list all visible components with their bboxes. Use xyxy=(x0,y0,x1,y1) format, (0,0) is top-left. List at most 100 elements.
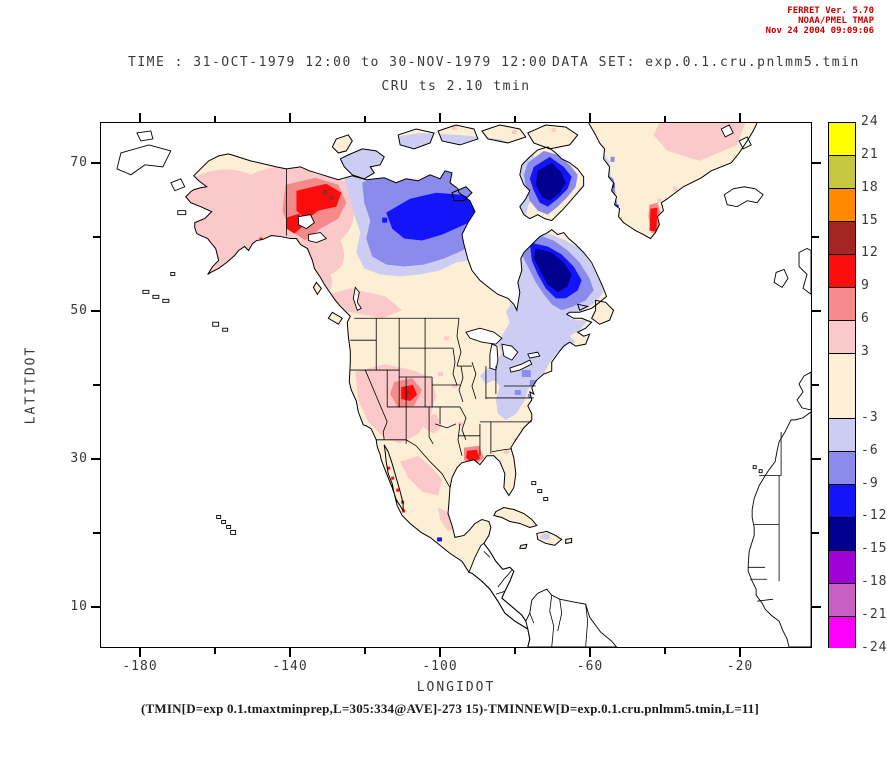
x-major-tick-top xyxy=(739,113,741,122)
ferret-version: FERRET Ver. 5.70 xyxy=(787,6,874,16)
chukotka-hook xyxy=(170,178,186,192)
central-south-america xyxy=(468,542,618,647)
colorbar-block-neg21-neg18 xyxy=(829,584,855,617)
lakes xyxy=(297,214,541,373)
lake-erie xyxy=(509,359,533,373)
political-borders xyxy=(286,168,782,647)
x-minor-tick-top xyxy=(364,116,366,122)
x-tick-label--20: -20 xyxy=(726,659,754,674)
ellesmere-devon-islands xyxy=(527,124,578,149)
africa-borders xyxy=(748,431,782,602)
coastlines xyxy=(185,123,758,647)
ireland xyxy=(773,268,789,288)
colorbar-block-neg3-3 xyxy=(829,354,855,419)
colorbar-label: -15 xyxy=(861,541,887,556)
cold-navy-ungava xyxy=(533,248,572,293)
colorbar-block-21-24 xyxy=(829,123,855,156)
x-major-tick xyxy=(439,648,441,657)
colorbar-label: 21 xyxy=(861,147,879,162)
y-minor-tick xyxy=(93,532,100,534)
provenance-stamp: FERRET Ver. 5.70 NOAA/PMEL TMAP Nov 24 2… xyxy=(766,6,874,36)
y-axis-title: LATITDOT xyxy=(23,345,39,425)
y-minor-tick-right xyxy=(812,384,819,386)
hawaii-islands xyxy=(216,515,237,535)
newfoundland xyxy=(591,300,614,325)
colorbar-label: 3 xyxy=(861,344,870,359)
warm-band-greenland-ne xyxy=(653,123,746,161)
y-major-tick xyxy=(91,606,100,608)
y-major-tick xyxy=(91,310,100,312)
central-south-america-borders xyxy=(483,551,589,647)
x-major-tick-top xyxy=(589,113,591,122)
x-major-tick xyxy=(139,648,141,657)
map-canvas xyxy=(116,123,811,647)
colorbar-block-9-12 xyxy=(829,255,855,288)
lake-huron xyxy=(501,343,519,361)
arctic-island-3 xyxy=(481,124,526,143)
x-minor-tick-top xyxy=(214,116,216,122)
colorbar-block-neg18-neg15 xyxy=(829,551,855,584)
map-plot-area xyxy=(100,122,812,648)
x-minor-tick xyxy=(514,648,516,654)
iberia-partial xyxy=(796,371,811,411)
x-tick-label--140: -140 xyxy=(272,659,308,674)
x-major-tick-top xyxy=(439,113,441,122)
time-range-title: TIME : 31-OCT-1979 12:00 to 30-NOV-1979 … xyxy=(128,55,548,70)
colorbar-label: -18 xyxy=(861,574,887,589)
cuba xyxy=(493,507,537,528)
y-minor-tick xyxy=(93,384,100,386)
y-minor-tick-right xyxy=(812,236,819,238)
x-minor-tick xyxy=(664,648,666,654)
colorbar-label: -12 xyxy=(861,508,887,523)
y-major-tick xyxy=(91,458,100,460)
svalbard-1 xyxy=(720,124,734,138)
y-tick-label-10: 10 xyxy=(70,599,88,614)
x-major-tick-top xyxy=(289,113,291,122)
dataset-title: DATA SET: exp.0.1.cru.pnlmm5.tmin xyxy=(552,55,860,70)
x-minor-tick xyxy=(214,648,216,654)
colorbar-label: 18 xyxy=(861,180,879,195)
iceland xyxy=(723,186,764,208)
colorbar-label: -6 xyxy=(861,443,879,458)
colorbar-block-neg15-neg12 xyxy=(829,518,855,551)
x-minor-tick-top xyxy=(514,116,516,122)
nw-africa xyxy=(747,411,811,647)
lake-michigan xyxy=(489,343,499,371)
cold-blue-spot-2 xyxy=(443,203,458,217)
warm-streak-alberta xyxy=(315,288,403,319)
y-major-tick-right xyxy=(812,458,821,460)
colorbar-block-neg12-neg9 xyxy=(829,485,855,518)
warm-patch-mexico-1 xyxy=(400,455,443,496)
y-major-tick-right xyxy=(812,310,821,312)
x-major-tick xyxy=(589,648,591,657)
vancouver-island xyxy=(328,312,343,325)
colorbar-block-18-21 xyxy=(829,156,855,189)
colorbar xyxy=(828,122,856,648)
lake-winnipeg xyxy=(352,286,362,311)
y-minor-tick-right xyxy=(812,532,819,534)
colorbar-block-15-18 xyxy=(829,189,855,222)
x-minor-tick xyxy=(364,648,366,654)
great-slave-lake xyxy=(307,232,328,244)
colorbar-block-neg24-neg21 xyxy=(829,617,855,648)
small-islands xyxy=(142,210,763,502)
warm-patch-texas xyxy=(422,413,443,434)
cold-spot-hispaniola xyxy=(541,533,550,540)
colorbar-label: -24 xyxy=(861,640,887,655)
brick-specks xyxy=(322,189,411,394)
y-tick-label-70: 70 xyxy=(70,155,88,170)
noaa-pmel-label: NOAA/PMEL TMAP xyxy=(798,16,874,26)
colorbar-label: -3 xyxy=(861,410,879,425)
britain-partial xyxy=(798,248,811,295)
plot-timestamp: Nov 24 2004 09:09:06 xyxy=(765,26,874,36)
x-tick-label--180: -180 xyxy=(122,659,158,674)
lake-ontario xyxy=(527,351,541,359)
colorbar-label: 6 xyxy=(861,311,870,326)
y-minor-tick xyxy=(93,236,100,238)
y-tick-label-30: 30 xyxy=(70,451,88,466)
no-data-regions xyxy=(116,124,811,647)
red-core-yukon xyxy=(296,183,342,220)
y-major-tick xyxy=(91,162,100,164)
x-tick-label--60: -60 xyxy=(576,659,604,674)
colorbar-block-6-9 xyxy=(829,288,855,321)
